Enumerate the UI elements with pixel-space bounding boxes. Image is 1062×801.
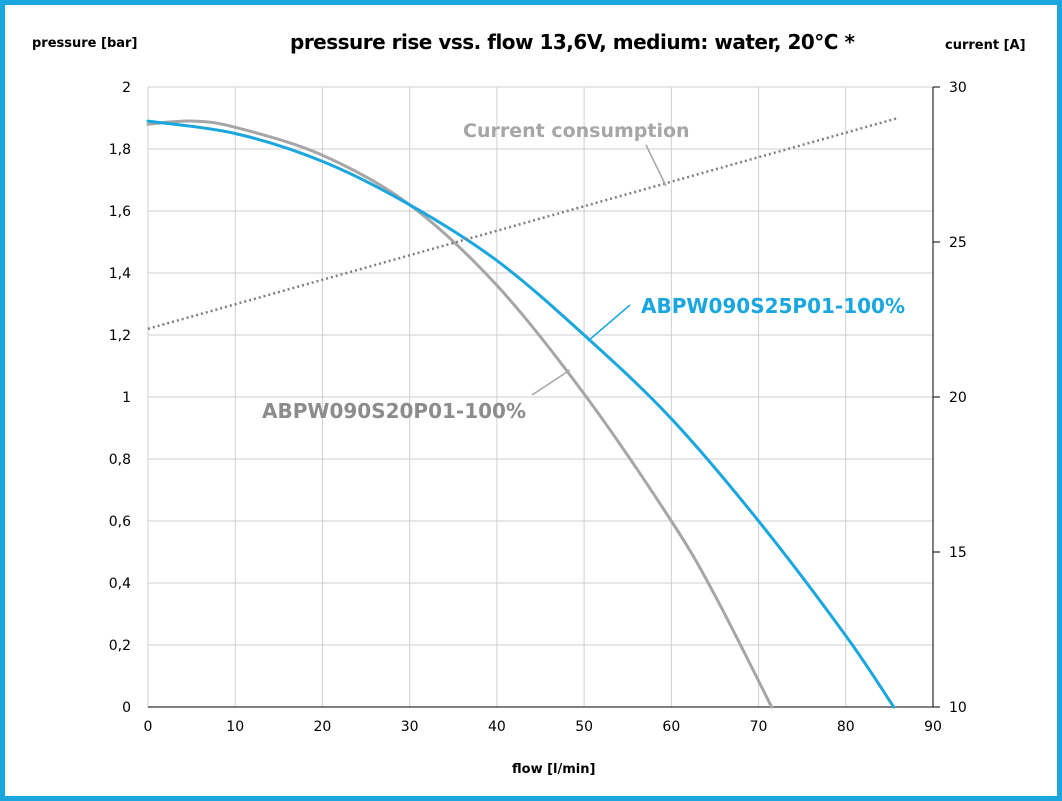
y-tick-label-right: 15 [949, 545, 967, 561]
y-tick-label-left: 0,6 [109, 514, 131, 530]
x-tick-label: 90 [924, 719, 942, 735]
annotation-abpw090s20p01: ABPW090S20P01-100% [262, 399, 526, 423]
x-axis-label: flow [l/min] [512, 762, 596, 777]
x-tick-label: 60 [662, 719, 680, 735]
x-tick-label: 10 [226, 719, 244, 735]
y-tick-label-left: 1,4 [109, 266, 131, 282]
y-tick-label-right: 30 [949, 80, 967, 96]
y-tick-label-left: 0,8 [109, 452, 131, 468]
x-tick-label: 20 [314, 719, 332, 735]
y-tick-label-left: 0,4 [109, 576, 131, 592]
annotation-current-consumption: Current consumption [463, 120, 690, 142]
series-line-abpw090s20p01 [146, 119, 774, 709]
chart-title: pressure rise vss. flow 13,6V, medium: w… [290, 30, 855, 54]
annotation-leader-current [645, 144, 667, 187]
y-tick-label-left: 0 [122, 700, 131, 716]
x-tick-label: 50 [575, 719, 593, 735]
grid-lines [147, 86, 940, 708]
annotation-abpw090s25p01: ABPW090S25P01-100% [641, 294, 905, 318]
y-tick-label-right: 10 [949, 700, 967, 716]
y-tick-label-left: 1,2 [109, 328, 131, 344]
y-tick-label-right: 25 [949, 235, 967, 251]
annotations: Current consumption ABPW090S25P01-100% ABP… [262, 120, 905, 423]
x-tick-label: 40 [488, 719, 506, 735]
x-tick-label: 80 [837, 719, 855, 735]
y-tick-label-left: 1,6 [109, 204, 131, 220]
y-tick-label-left: 1,8 [109, 142, 131, 158]
y-tick-label-left: 0,2 [109, 638, 131, 654]
series-line-abpw090s25p01 [146, 119, 896, 709]
x-tick-label: 30 [401, 719, 419, 735]
annotation-leader-s25 [587, 304, 631, 342]
y-tick-label-left: 1 [122, 390, 131, 406]
annotation-leader-s20 [531, 369, 571, 396]
x-tick-label: 70 [750, 719, 768, 735]
x-tick-label: 0 [144, 719, 153, 735]
series-lines [146, 116, 899, 709]
y-tick-label-left: 2 [122, 80, 131, 96]
y-tick-label-right: 20 [949, 390, 967, 406]
y-axis-label-right: current [A] [945, 38, 1026, 53]
y-axis-label-left: pressure [bar] [32, 36, 138, 51]
tick-labels: 0 10 20 30 40 50 60 70 80 90 0 0,2 0,4 0,6 0,8 1 1,2 1,4 1… [109, 80, 967, 735]
